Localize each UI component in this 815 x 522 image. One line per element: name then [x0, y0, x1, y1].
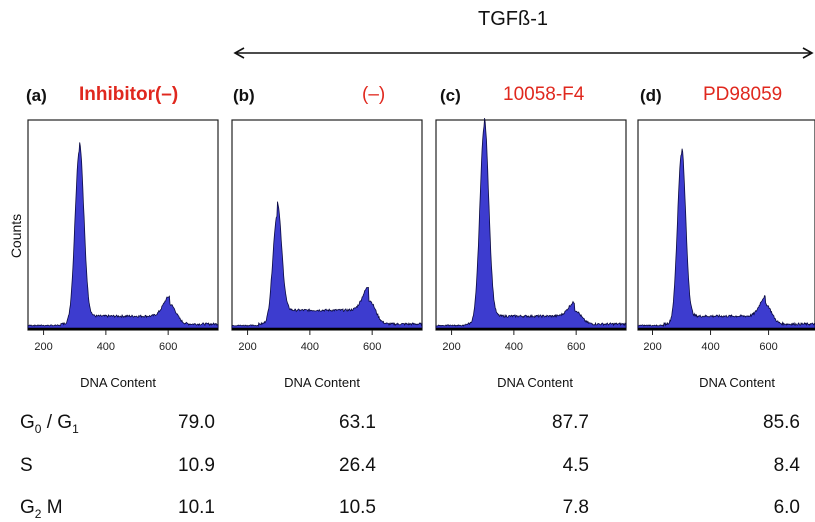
value-cell: 63.1: [339, 412, 376, 433]
row-label-g0g1: G0 / G1: [20, 412, 79, 436]
panel-b-frame: [231, 119, 423, 331]
panel-b-histogram: [231, 201, 423, 329]
panel-c-frame: [435, 119, 627, 331]
value-cell: 10.5: [339, 497, 376, 518]
value-cell: 26.4: [339, 455, 376, 476]
x-tick-label: 400: [505, 341, 523, 353]
value-cell: 4.5: [562, 455, 589, 476]
value-cell: 7.8: [562, 497, 589, 518]
x-tick-label: 200: [643, 341, 661, 353]
panel-b-xlabel: DNA Content: [284, 375, 360, 390]
row-label-g2m: G2 M: [20, 497, 63, 521]
x-tick-label: 400: [301, 341, 319, 353]
x-tick-label: 200: [442, 341, 460, 353]
panel-a-frame: [27, 119, 219, 331]
value-cell: 8.4: [773, 455, 800, 476]
panel-d-label: PD98059: [703, 84, 783, 105]
x-tick-label: 600: [159, 341, 177, 353]
value-cell: 10.1: [178, 497, 215, 518]
panel-b-label: (–): [362, 84, 386, 105]
value-cell: 6.0: [773, 497, 800, 518]
panel-d-histogram: [637, 148, 815, 329]
panel-c-histogram: [435, 117, 627, 329]
x-tick-label: 600: [567, 341, 585, 353]
histogram-panels: 200 400 600 200 400 600 200 400 600 200 400 600: [27, 117, 815, 353]
panel-a-histogram: [27, 142, 219, 329]
panel-d-xlabel: DNA Content: [699, 375, 775, 390]
x-tick-label: 400: [701, 341, 719, 353]
x-tick-label: 600: [363, 341, 381, 353]
x-tick-label: 200: [34, 341, 52, 353]
value-cell: 85.6: [763, 412, 800, 433]
panel-d-tag: (d): [640, 86, 662, 105]
value-cell: 87.7: [552, 412, 589, 433]
panel-a-tag: (a): [26, 86, 47, 105]
treatment-arrow: [233, 47, 814, 59]
panel-c-tag: (c): [440, 86, 461, 105]
panel-c-label: 10058-F4: [503, 84, 585, 105]
treatment-title: TGFß-1: [478, 8, 548, 30]
x-tick-label: 600: [759, 341, 777, 353]
value-cell: 79.0: [178, 412, 215, 433]
x-tick-label: 200: [238, 341, 256, 353]
panel-a-label: Inhibitor(–): [79, 84, 179, 105]
x-tick-label: 400: [97, 341, 115, 353]
row-label-s: S: [20, 455, 33, 476]
panel-a-xlabel: DNA Content: [80, 375, 156, 390]
value-cell: 10.9: [178, 455, 215, 476]
panel-b-tag: (b): [233, 86, 255, 105]
panel-d-frame: [637, 119, 815, 331]
panel-c-xlabel: DNA Content: [497, 375, 573, 390]
